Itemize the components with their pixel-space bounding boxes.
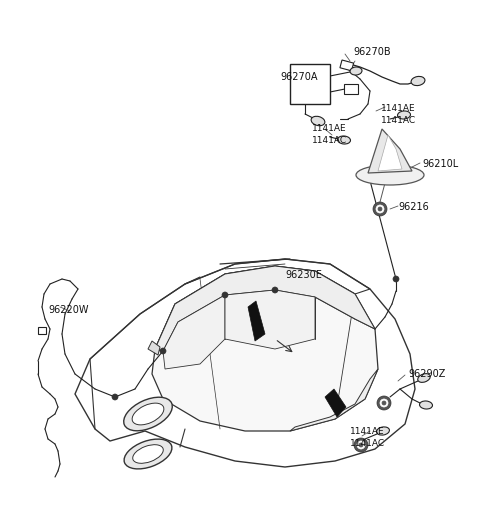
Text: 96230E: 96230E [285,269,322,279]
Circle shape [272,288,278,293]
Polygon shape [248,301,265,342]
Ellipse shape [337,137,350,145]
Circle shape [357,441,365,449]
Circle shape [382,401,386,405]
Polygon shape [290,369,378,431]
Circle shape [378,208,382,212]
Circle shape [373,203,387,216]
Bar [344,85,358,95]
Text: 1141AC: 1141AC [381,115,416,124]
Ellipse shape [356,165,424,186]
Polygon shape [225,291,315,349]
Polygon shape [325,389,346,417]
Circle shape [376,206,384,214]
Polygon shape [148,342,160,355]
Polygon shape [152,267,378,431]
Text: 96290Z: 96290Z [408,369,445,378]
Bar [340,61,354,72]
Circle shape [112,394,118,400]
Text: 1141AE: 1141AE [381,103,416,112]
Ellipse shape [397,112,410,120]
Text: 96220W: 96220W [48,304,88,315]
Circle shape [393,276,399,282]
Text: 1141AC: 1141AC [312,135,347,144]
Circle shape [222,293,228,298]
Ellipse shape [418,374,430,383]
Text: 96210L: 96210L [422,159,458,168]
Ellipse shape [350,68,362,76]
Circle shape [160,348,166,354]
Text: 1141AE: 1141AE [312,123,347,132]
Text: 1141AC: 1141AC [350,439,385,447]
Circle shape [377,396,391,410]
Ellipse shape [311,117,325,126]
Ellipse shape [124,398,172,431]
Polygon shape [368,130,412,174]
Circle shape [380,399,388,407]
FancyBboxPatch shape [290,65,330,105]
Polygon shape [75,260,415,467]
Ellipse shape [377,427,389,435]
Text: 1141AE: 1141AE [350,427,384,436]
Polygon shape [378,136,402,172]
Text: 96216: 96216 [398,202,429,212]
Polygon shape [163,295,225,369]
Bar [38,327,46,334]
Polygon shape [155,267,375,351]
Text: 96270A: 96270A [280,72,317,82]
Ellipse shape [132,403,164,425]
Ellipse shape [411,77,425,87]
Text: 96270B: 96270B [353,47,391,57]
Circle shape [359,443,363,447]
Ellipse shape [420,401,432,409]
Circle shape [354,438,368,452]
Ellipse shape [132,445,163,463]
Ellipse shape [124,439,172,469]
